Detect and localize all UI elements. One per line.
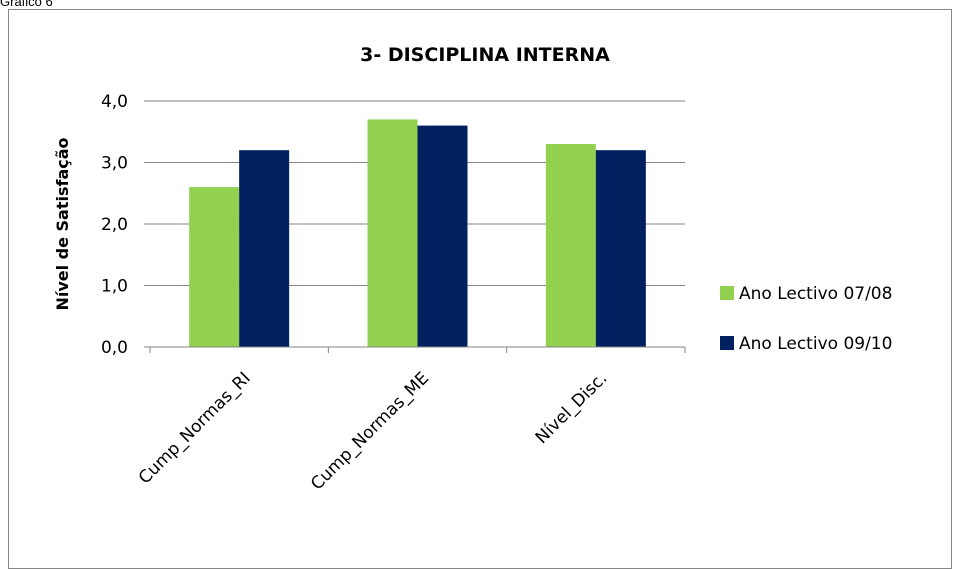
bar <box>595 150 646 347</box>
bar <box>545 144 596 347</box>
chart-frame <box>8 9 952 569</box>
legend-swatch <box>720 286 734 300</box>
legend-label: Ano Lectivo 09/10 <box>739 334 892 354</box>
figure-caption: Gráfico 6 <box>0 0 53 9</box>
y-tick-label: 3,0 <box>101 154 128 174</box>
x-tick-label: Nível_Disc. <box>532 368 612 448</box>
y-tick-label: 2,0 <box>101 215 128 235</box>
bar <box>239 150 290 347</box>
legend-label: Ano Lectivo 07/08 <box>739 284 892 304</box>
chart-title: 3- DISCIPLINA INTERNA <box>360 44 610 66</box>
legend: Ano Lectivo 07/08 Ano Lectivo 09/10 <box>720 284 892 354</box>
x-axis-ticks: Cump_Normas_RI Cump_Normas_ME Nível_Disc. <box>135 347 686 494</box>
y-tick-label: 1,0 <box>101 277 128 297</box>
x-tick-label: Cump_Normas_ME <box>307 368 433 494</box>
y-axis-label: Nível de Satisfação <box>53 137 72 310</box>
bars <box>189 119 646 347</box>
bar <box>417 125 468 347</box>
y-tick-label: 4,0 <box>101 92 128 112</box>
bar <box>367 119 418 347</box>
y-axis-ticks: 0,0 1,0 2,0 3,0 4,0 <box>101 92 128 358</box>
x-tick-label: Cump_Normas_RI <box>135 368 255 488</box>
y-tick-label: 0,0 <box>101 338 128 358</box>
legend-swatch <box>720 336 734 350</box>
bar <box>189 187 240 347</box>
